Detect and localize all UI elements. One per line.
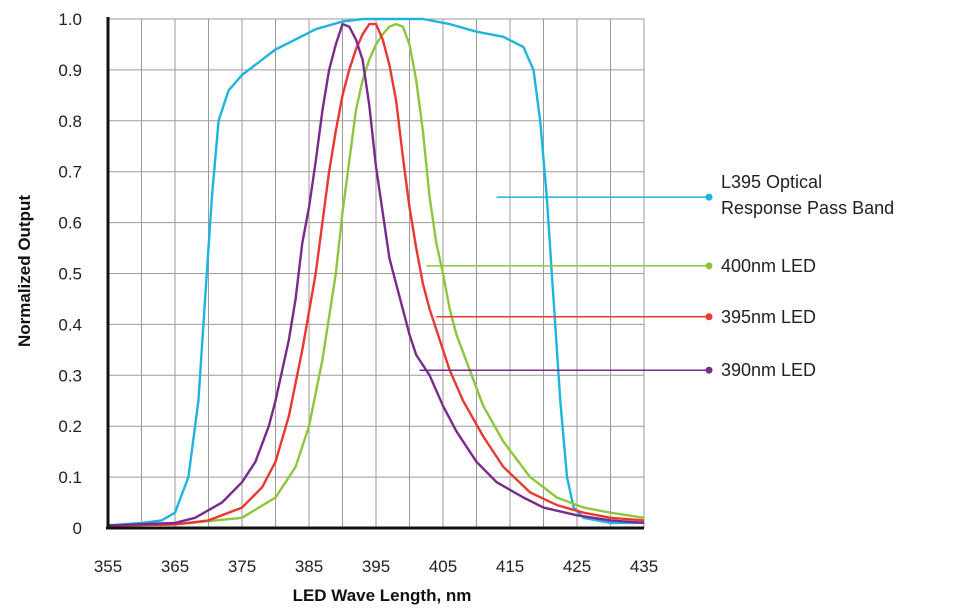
x-axis-title: LED Wave Length, nm (293, 586, 472, 605)
x-tick-label: 425 (563, 557, 591, 576)
x-tick-label: 375 (228, 557, 256, 576)
axes (106, 17, 644, 530)
y-tick-label: 0.1 (58, 468, 82, 487)
y-tick-label: 0.7 (58, 163, 82, 182)
y-tick-label: 0 (73, 519, 82, 538)
legend-label: Response Pass Band (721, 198, 894, 218)
legend: L395 Optical Response Pass Band 400nm LED 3… (419, 172, 894, 380)
y-tick-label: 0.9 (58, 61, 82, 80)
y-tick-label: 1.0 (58, 10, 82, 29)
y-axis-title: Normalized Output (15, 195, 34, 347)
y-tick-label: 0.4 (58, 315, 82, 334)
x-tick-label: 405 (429, 557, 457, 576)
y-tick-label: 0.8 (58, 112, 82, 131)
legend-marker (705, 262, 713, 270)
legend-label: L395 Optical (721, 172, 822, 192)
x-tick-label: 365 (161, 557, 189, 576)
legend-marker (705, 313, 713, 321)
legend-marker (705, 193, 713, 201)
y-tick-label: 0.5 (58, 265, 82, 284)
series-line (107, 17, 644, 527)
x-tick-label: 395 (362, 557, 390, 576)
y-tick-label: 0.6 (58, 214, 82, 233)
x-tick-label: 355 (94, 557, 122, 576)
series-line (107, 22, 645, 527)
series-line (107, 22, 645, 527)
y-tick-label: 0.3 (58, 366, 82, 385)
x-tick-label: 385 (295, 557, 323, 576)
y-tick-label: 0.2 (58, 417, 82, 436)
legend-marker (705, 366, 713, 374)
series-lines (107, 17, 645, 527)
legend-label: 395nm LED (721, 307, 816, 327)
tick-labels: 355 365 375 385 395 405 415 425 435 0 0.1 0.2 0.3 0.4… (58, 10, 658, 576)
x-tick-label: 415 (496, 557, 524, 576)
legend-label: 400nm LED (721, 256, 816, 276)
series-line (107, 22, 645, 527)
legend-label: 390nm LED (721, 360, 816, 380)
x-tick-label: 435 (630, 557, 658, 576)
